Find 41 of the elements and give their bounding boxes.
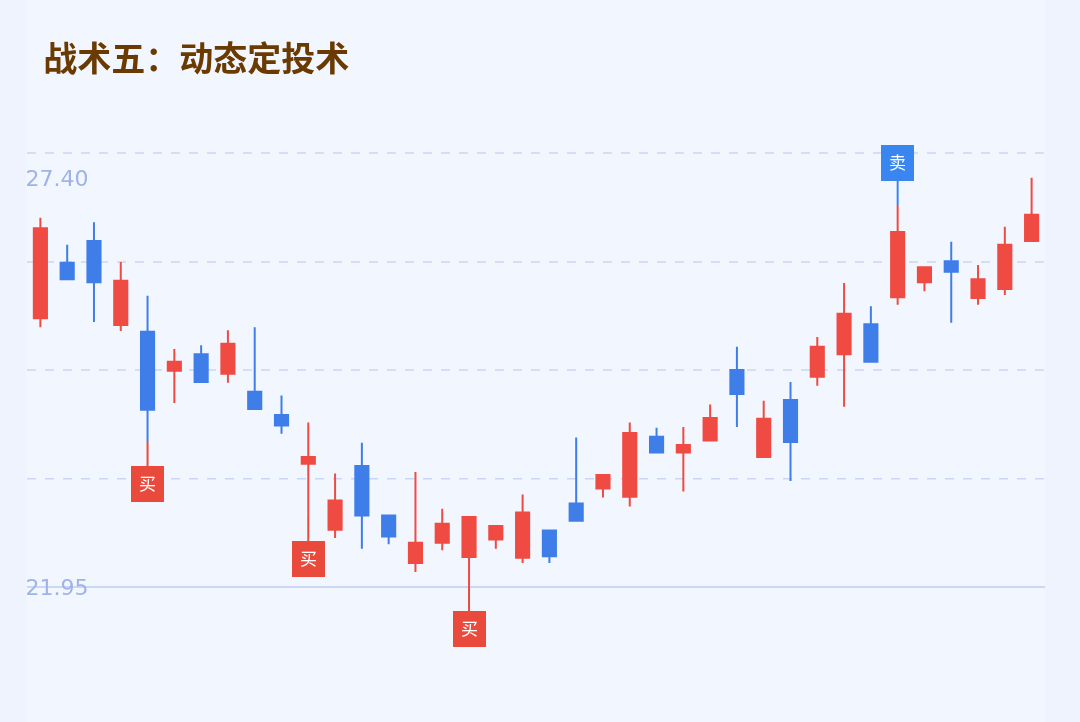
candlestick — [86, 221, 102, 323]
candlestick — [381, 514, 397, 546]
candlestick — [488, 525, 504, 550]
candlestick — [756, 399, 772, 459]
candlestick — [273, 394, 290, 435]
candlestick — [247, 326, 263, 411]
candlestick — [702, 403, 718, 442]
y-tick-label: 21.95 — [25, 574, 89, 600]
annotation: 买 — [139, 474, 156, 494]
candlestick — [407, 471, 424, 573]
candlestick — [863, 305, 879, 363]
candlestick — [568, 436, 584, 522]
candlestick — [220, 329, 236, 384]
annotation: 买 — [461, 619, 478, 639]
candlestick — [595, 474, 611, 499]
candlestick — [59, 243, 75, 281]
candlestick — [997, 225, 1013, 296]
text: 战术五：动态定投术 — [43, 38, 350, 79]
candlestick — [354, 441, 370, 550]
candlestick — [943, 240, 959, 324]
candlestick — [809, 335, 825, 387]
candlestick — [327, 472, 343, 540]
candlestick — [434, 507, 450, 552]
candlestick — [515, 493, 531, 564]
candlestick — [166, 347, 182, 405]
candlestick — [193, 344, 209, 384]
candlestick — [916, 266, 933, 293]
candlestick — [648, 426, 665, 454]
candlestick — [622, 421, 638, 508]
candlestick — [782, 381, 799, 483]
candlestick — [970, 263, 986, 306]
annotation: 买 — [300, 549, 317, 569]
candlestick — [541, 529, 557, 564]
candlestick — [113, 260, 129, 332]
candlestick — [729, 345, 745, 429]
candlestick — [1024, 176, 1040, 242]
candlestick — [32, 216, 48, 329]
y-tick-label: 27.40 — [25, 165, 89, 191]
candlestick — [836, 281, 852, 408]
candlestick — [675, 426, 691, 493]
annotation: 卖 — [889, 153, 906, 173]
